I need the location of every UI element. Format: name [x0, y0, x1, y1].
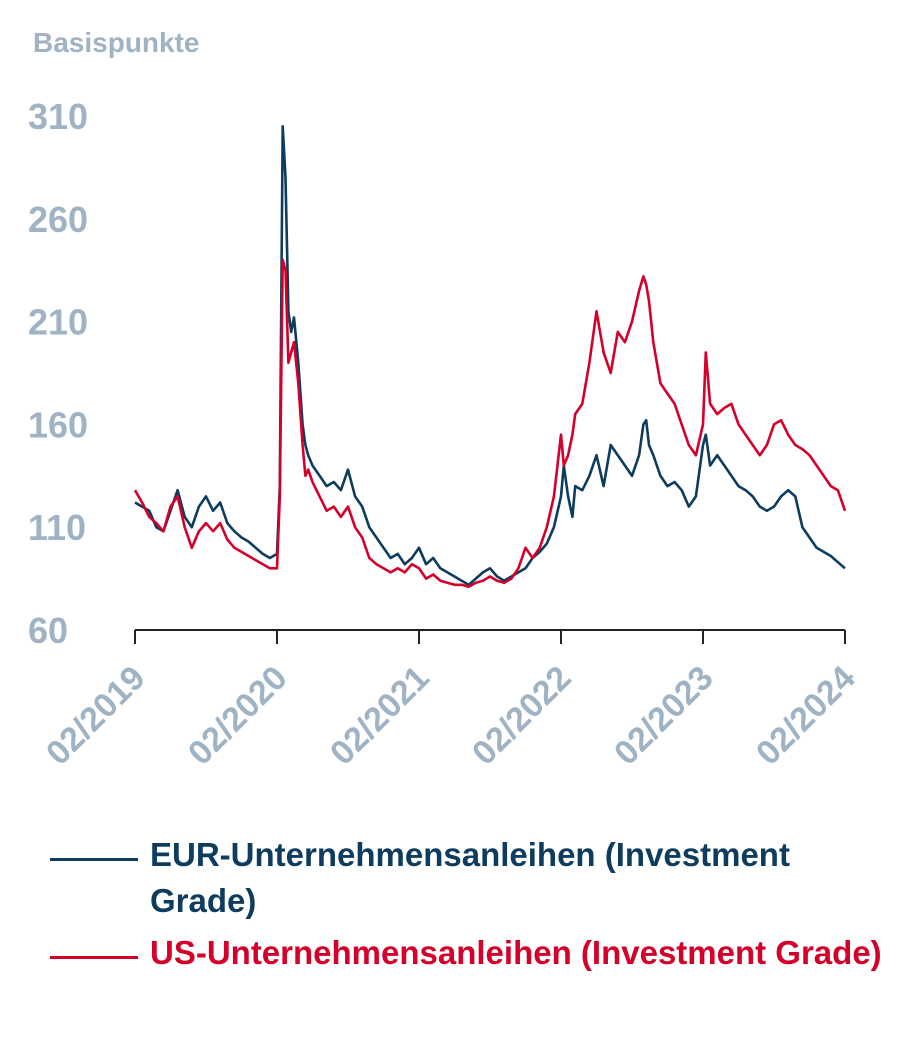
y-axis-title: Basispunkte: [33, 27, 200, 58]
y-tick-label: 60: [28, 610, 68, 651]
x-tick-label: 02/2023: [607, 659, 721, 773]
series-group: [133, 125, 847, 589]
y-tick-label: 110: [28, 507, 86, 548]
x-tick-label: 02/2022: [465, 659, 579, 773]
y-tick-label: 160: [28, 404, 88, 445]
legend: EUR-Unternehmensanleihen (Investment Gra…: [50, 832, 900, 982]
series-line-us: [133, 258, 847, 589]
x-axis: 02/2019 02/2020 02/2021 02/2022 02/2023 02/20…: [39, 629, 863, 773]
y-axis-ticks: 310 260 210 160 110 60: [28, 96, 88, 651]
legend-label-us: US-Unternehmensanleihen (Investment Grad…: [150, 934, 882, 971]
x-tick-label: 02/2021: [323, 659, 437, 773]
y-tick-label: 210: [28, 302, 88, 343]
legend-label-eur: EUR-Unternehmensanleihen (Investment Gra…: [150, 836, 790, 919]
legend-item-us: US-Unternehmensanleihen (Investment Grad…: [50, 930, 900, 976]
legend-item-eur: EUR-Unternehmensanleihen (Investment Gra…: [50, 832, 900, 924]
y-tick-label: 260: [28, 199, 88, 240]
legend-swatch-eur: [50, 858, 138, 861]
x-tick-label: 02/2020: [181, 659, 295, 773]
y-tick-label: 310: [28, 96, 88, 137]
series-line-eur: [134, 125, 846, 587]
x-tick-label: 02/2019: [39, 659, 153, 773]
legend-swatch-us: [50, 956, 138, 959]
x-tick-label: 02/2024: [749, 659, 863, 773]
